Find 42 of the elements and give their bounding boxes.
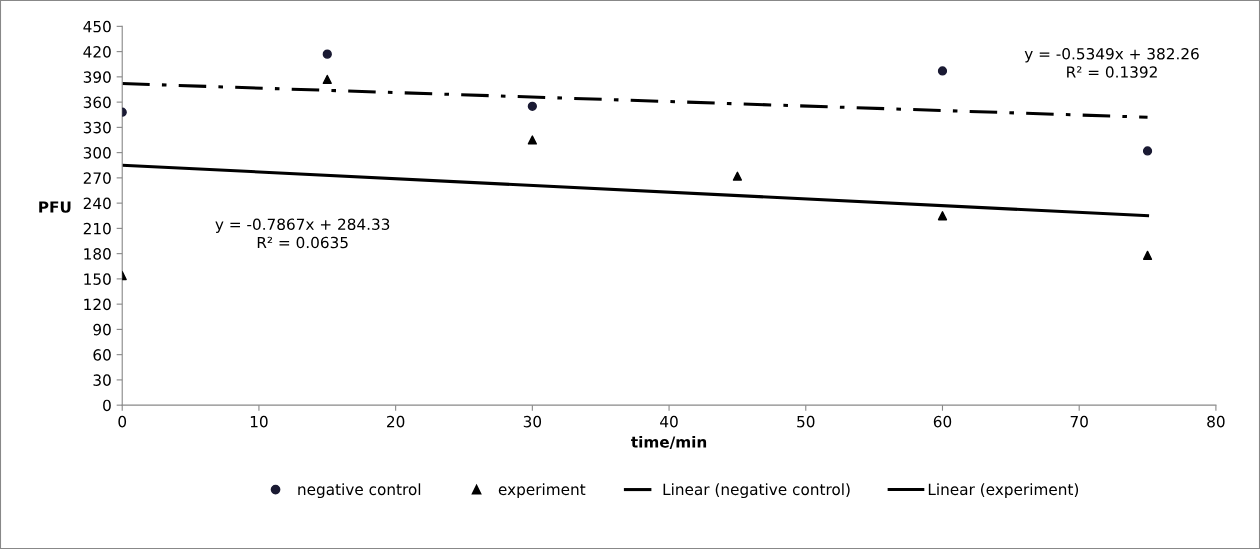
y-tick-label: 420 (83, 46, 111, 58)
point (1142, 250, 1153, 260)
x-tick-label: 20 (387, 415, 405, 428)
y-tick-label: 60 (93, 349, 111, 361)
x-tick-label: 80 (1207, 415, 1225, 428)
point (937, 66, 948, 76)
point (322, 49, 332, 59)
legend-label: Linear (experiment) (928, 483, 1079, 499)
annotation: y = -0.5349x + 382.26 R² = 0.1392 (1024, 47, 1199, 78)
y-tick-label: 30 (93, 374, 111, 386)
x-axis-title: time/min (631, 435, 707, 449)
point (732, 171, 743, 181)
y-tick-label: 360 (83, 96, 111, 109)
annotation: y = -0.7867x + 284.33 R² = 0.0635 (215, 218, 390, 249)
y-tick-label: 240 (83, 197, 111, 210)
point (527, 101, 537, 111)
x-tick-label: 60 (933, 415, 952, 428)
x-tick-label: 0 (118, 415, 127, 428)
x-tick-label: 30 (523, 415, 542, 428)
y-axis-title: PFU (39, 201, 71, 213)
x-tick-label: 70 (1070, 415, 1088, 428)
y-tick-label: 300 (83, 147, 111, 159)
y-tick-label: 150 (84, 273, 111, 285)
y-tick-label: 390 (83, 71, 111, 83)
x-tick-label: 10 (250, 415, 268, 428)
y-tick-label: 0 (103, 399, 111, 412)
x-tick-label: 50 (797, 415, 815, 428)
y-tick-label: 90 (93, 323, 111, 336)
y-tick-label: 180 (84, 248, 111, 260)
x-tick-label: 40 (660, 415, 678, 428)
point (937, 211, 948, 221)
legend-label: Linear (negative control) (663, 483, 850, 499)
point (322, 74, 332, 85)
point (1142, 146, 1153, 156)
y-tick-label: 450 (83, 20, 111, 33)
legend-label: negative control (298, 483, 421, 499)
point (527, 135, 537, 145)
y-tick-label: 270 (83, 172, 111, 184)
y-tick-label: 210 (83, 222, 111, 235)
y-tick-label: 330 (83, 121, 111, 134)
y-tick-label: 120 (84, 298, 111, 311)
legend-label: experiment (498, 483, 586, 499)
